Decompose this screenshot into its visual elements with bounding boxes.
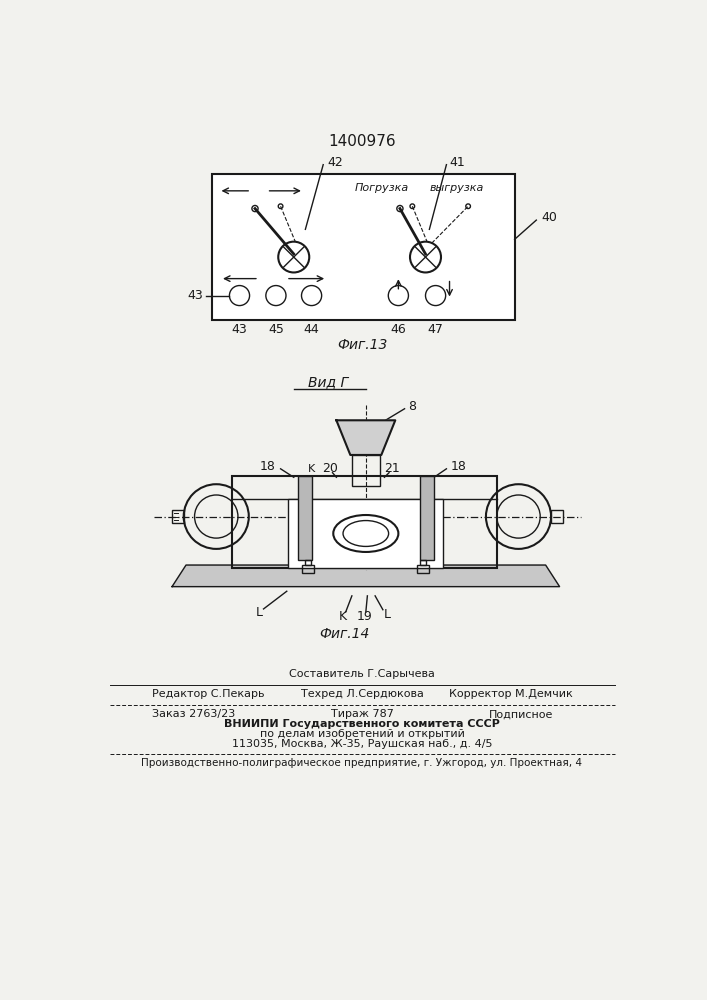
Polygon shape — [172, 565, 559, 587]
Text: Заказ 2763/23: Заказ 2763/23 — [152, 709, 235, 719]
Text: Техред Л.Сердюкова: Техред Л.Сердюкова — [300, 689, 423, 699]
Text: по делам изобретений и открытий: по делам изобретений и открытий — [259, 729, 464, 739]
Bar — [420, 476, 434, 560]
Text: 45: 45 — [268, 323, 284, 336]
Text: 44: 44 — [304, 323, 320, 336]
Text: 113035, Москва, Ж-35, Раушская наб., д. 4/5: 113035, Москва, Ж-35, Раушская наб., д. … — [232, 739, 492, 749]
Bar — [417, 565, 429, 573]
Text: K: K — [339, 610, 346, 623]
Text: L: L — [383, 608, 390, 621]
Text: 18: 18 — [260, 460, 276, 473]
Bar — [420, 560, 426, 565]
Text: 43: 43 — [187, 289, 203, 302]
Text: 19: 19 — [356, 610, 372, 623]
Text: 41: 41 — [450, 156, 465, 169]
Text: 46: 46 — [390, 323, 407, 336]
Text: 18: 18 — [451, 460, 467, 473]
Polygon shape — [337, 420, 395, 455]
Text: Фиг.13: Фиг.13 — [337, 338, 387, 352]
Text: выгрузка: выгрузка — [429, 183, 484, 193]
Text: 8: 8 — [408, 400, 416, 413]
Text: 1400976: 1400976 — [328, 134, 396, 149]
Bar — [172, 510, 184, 523]
Text: Корректор М.Демчик: Корректор М.Демчик — [449, 689, 573, 699]
Bar — [352, 455, 380, 486]
Text: Подписное: Подписное — [489, 709, 554, 719]
Bar — [298, 476, 312, 560]
Text: Составитель Г.Сарычева: Составитель Г.Сарычева — [289, 669, 435, 679]
Bar — [305, 560, 311, 565]
Text: Тираж 787: Тираж 787 — [330, 709, 393, 719]
Text: ВНИИПИ Государственного комитета СССР: ВНИИПИ Государственного комитета СССР — [224, 719, 500, 729]
Text: 20: 20 — [322, 462, 338, 475]
Bar — [212, 174, 515, 320]
Text: L: L — [255, 606, 262, 619]
Text: Производственно-полиграфическое предприятие, г. Ужгород, ул. Проектная, 4: Производственно-полиграфическое предприя… — [141, 758, 583, 768]
Text: 47: 47 — [428, 323, 443, 336]
Text: Фиг.14: Фиг.14 — [319, 627, 369, 641]
Text: Вид Г: Вид Г — [308, 375, 349, 389]
Text: Редактор С.Пекарь: Редактор С.Пекарь — [152, 689, 264, 699]
Bar — [551, 510, 563, 523]
Text: 40: 40 — [542, 211, 558, 224]
Text: Погрузка: Погрузка — [354, 183, 409, 193]
Bar — [301, 565, 314, 573]
Text: 42: 42 — [327, 156, 343, 169]
Bar — [288, 499, 443, 568]
Text: K: K — [308, 464, 315, 474]
Text: 21: 21 — [385, 462, 400, 475]
Bar — [232, 476, 497, 568]
Text: 43: 43 — [232, 323, 247, 336]
